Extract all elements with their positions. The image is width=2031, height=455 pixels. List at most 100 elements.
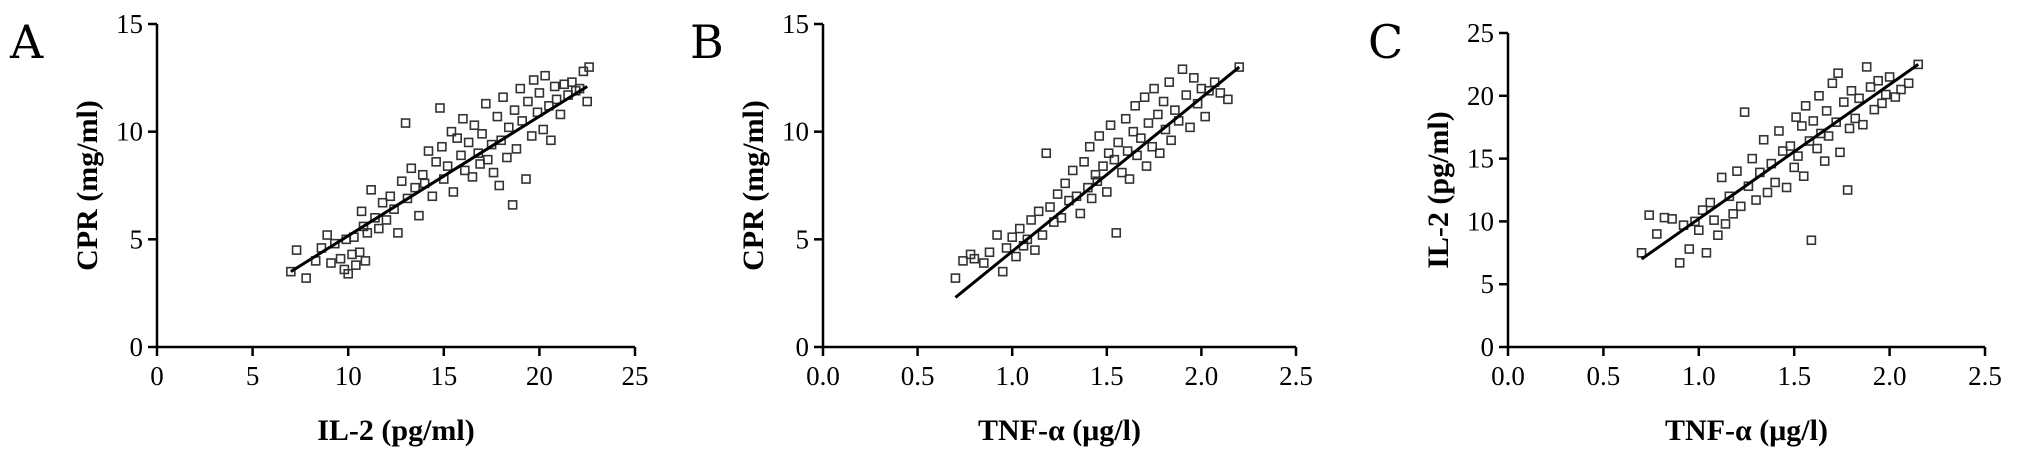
data-point — [528, 75, 539, 85]
fit-line — [290, 85, 588, 273]
data-point — [1850, 113, 1861, 124]
y-tick-label: 10 — [1467, 206, 1494, 236]
data-point — [1814, 91, 1824, 101]
data-point — [1105, 120, 1116, 131]
data-point — [1011, 251, 1021, 262]
data-point — [414, 210, 424, 221]
data-point — [1844, 123, 1855, 134]
x-tick-label: 10 — [335, 361, 362, 391]
data-point — [354, 247, 365, 258]
y-axis-title: CPR (mg/ml) — [737, 100, 770, 271]
data-point — [534, 88, 545, 98]
x-tick-label: 0.0 — [1491, 361, 1525, 391]
data-point — [1800, 101, 1811, 111]
y-tick-label: 15 — [116, 9, 143, 39]
data-point — [1120, 113, 1131, 124]
data-point — [1052, 189, 1063, 199]
data-point — [1086, 193, 1097, 204]
data-point — [984, 247, 995, 258]
data-point — [1854, 93, 1864, 104]
data-point — [1090, 169, 1101, 180]
x-tick-label: 5 — [246, 361, 260, 391]
data-point — [291, 245, 302, 255]
data-point — [950, 273, 961, 283]
data-point — [1684, 244, 1695, 254]
data-point — [504, 122, 514, 133]
data-point — [502, 152, 512, 163]
data-point — [488, 167, 499, 178]
data-point — [335, 253, 346, 264]
data-point — [521, 174, 531, 184]
data-point — [1122, 146, 1133, 156]
y-tick-label: 0 — [796, 332, 810, 362]
data-point — [1884, 72, 1895, 82]
y-tick-label: 20 — [1467, 81, 1494, 111]
data-point — [1154, 148, 1165, 158]
data-point — [1791, 112, 1801, 122]
data-point — [1705, 197, 1716, 208]
data-point — [498, 92, 508, 103]
data-point — [330, 238, 340, 249]
y-tick-label: 5 — [1481, 269, 1495, 299]
data-point — [1164, 77, 1175, 87]
data-point — [584, 62, 594, 72]
data-point — [1128, 126, 1139, 137]
data-point — [1079, 157, 1089, 167]
data-point — [517, 116, 527, 126]
data-point — [347, 249, 357, 260]
data-point — [958, 256, 968, 266]
data-point — [1124, 174, 1135, 184]
data-point — [1113, 137, 1123, 148]
data-point — [362, 228, 373, 238]
fit-line — [954, 65, 1241, 299]
data-point — [448, 187, 459, 197]
data-point — [1735, 201, 1746, 212]
data-point — [396, 176, 407, 186]
data-point — [356, 206, 367, 217]
data-point — [1819, 156, 1830, 166]
x-axis-title: TNF-α (μg/l) — [1665, 414, 1828, 447]
data-point — [1873, 75, 1883, 86]
data-point — [1835, 147, 1845, 158]
y-tick-label: 5 — [796, 224, 810, 254]
data-point — [435, 103, 445, 113]
data-point — [997, 266, 1008, 277]
data-point — [1781, 182, 1792, 193]
data-point — [1181, 90, 1192, 100]
data-point — [343, 268, 354, 279]
x-tick-label: 0 — [150, 361, 164, 391]
data-point — [1030, 245, 1040, 255]
data-point — [1644, 210, 1654, 220]
data-point — [442, 161, 453, 171]
data-point — [1060, 178, 1070, 189]
chart-panel-a: A 0 5 10 15 20 25 0 5 10 15 IL-2 (pg/ml) CPR (mg/ml) — [9, 9, 649, 447]
data-point — [969, 253, 980, 264]
data-point — [1709, 215, 1719, 225]
data-point — [1001, 243, 1012, 253]
data-point — [1056, 213, 1067, 223]
data-point — [1659, 212, 1670, 223]
x-tick-label: 1.5 — [1777, 361, 1811, 391]
data-point — [1774, 126, 1784, 136]
data-point — [1092, 176, 1103, 186]
data-point — [1098, 161, 1108, 171]
data-point — [360, 256, 371, 266]
x-tick-label: 15 — [430, 361, 457, 391]
data-point — [511, 144, 522, 154]
data-point — [1033, 206, 1044, 217]
data-point — [381, 215, 392, 225]
data-point — [496, 135, 506, 146]
data-point — [1158, 96, 1169, 107]
x-tick-label: 1.0 — [1682, 361, 1716, 391]
data-point — [1877, 98, 1887, 109]
data-point — [377, 197, 388, 208]
data-point — [1111, 228, 1122, 238]
chart-panel-b: B 0.0 0.5 1.0 1.5 2.0 2.5 0 5 10 15 TNF-α (μg/l) CPR… — [690, 9, 1313, 447]
data-point — [540, 70, 550, 81]
data-point — [1823, 131, 1834, 141]
data-point — [1903, 78, 1914, 89]
data-point — [1728, 209, 1738, 219]
data-point — [469, 120, 480, 131]
data-point — [1143, 118, 1154, 128]
data-point — [1720, 219, 1731, 229]
